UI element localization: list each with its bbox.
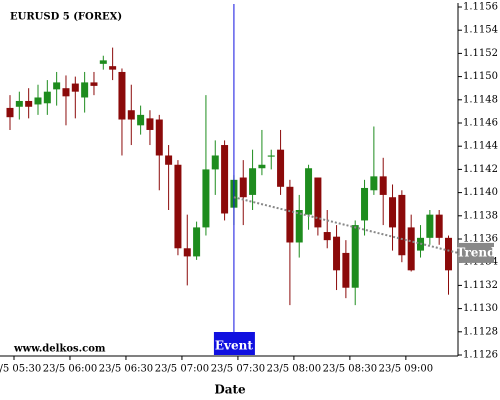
candle-body (118, 71, 126, 120)
trend-label: Trend (456, 245, 496, 259)
trend-line (233, 196, 459, 254)
candle-body (71, 83, 79, 92)
candle-body (81, 82, 89, 98)
y-tick-label: 1.1154 (463, 25, 498, 36)
candle-body (426, 214, 434, 238)
x-tick-label: 23/5 07:00 (155, 364, 209, 375)
candle-body (109, 66, 117, 70)
candle-body (435, 214, 443, 238)
candle-body (445, 237, 453, 271)
candle-body (398, 194, 406, 256)
watermark: www.delkos.com (13, 344, 106, 355)
candle-body (239, 177, 247, 198)
candle-body (146, 118, 154, 130)
candle-body (277, 149, 285, 187)
candle-body (267, 155, 275, 157)
candle-body (305, 168, 313, 215)
candle-body (15, 100, 23, 107)
candle-body (137, 114, 145, 126)
candle-body (370, 176, 378, 191)
y-tick-label: 1.1128 (463, 326, 498, 337)
candle-body (202, 169, 210, 228)
y-tick-label: 1.1136 (463, 234, 498, 245)
candle-body (165, 155, 173, 165)
candle-body (351, 225, 359, 288)
event-box (213, 332, 255, 355)
candle-body (90, 82, 98, 86)
candle-body (258, 164, 266, 169)
candle-body (25, 100, 33, 107)
y-tick-label: 1.1152 (463, 48, 498, 59)
candle-body (295, 210, 303, 243)
candle-body (211, 155, 219, 170)
y-tick-label: 1.1132 (463, 280, 498, 291)
y-tick-label: 1.1156 (463, 2, 498, 13)
candle-body (389, 197, 397, 228)
trend-box (458, 242, 494, 263)
x-tick-label: 23/5 06:00 (43, 364, 97, 375)
candle-body (342, 252, 350, 288)
candle-body (43, 91, 51, 104)
x-tick-label: 23/5 08:30 (323, 364, 377, 375)
y-tick-label: 1.1144 (463, 141, 498, 152)
candle-body (34, 97, 42, 105)
candle-body (127, 110, 135, 120)
y-tick-label: 1.1146 (463, 118, 498, 129)
chart-title: EURUSD 5 (FOREX) (10, 12, 122, 23)
y-tick-label: 1.1148 (463, 94, 498, 105)
candle-body (323, 232, 331, 241)
x-tick-label: 23/5 09:00 (379, 364, 433, 375)
x-tick-label: 23/5 08:00 (267, 364, 321, 375)
candle-body (314, 177, 322, 228)
x-tick-label: 23/5 05:30 (0, 364, 41, 375)
candle-body (53, 82, 61, 90)
candle-body (62, 88, 70, 97)
candle-body (333, 236, 341, 271)
y-tick-label: 1.1140 (463, 187, 498, 198)
y-tick-label: 1.1138 (463, 210, 498, 221)
candle-body (155, 119, 163, 156)
candle-body (379, 176, 387, 195)
candle-body (221, 145, 229, 214)
candle-body (183, 248, 191, 257)
x-axis-label: Date (214, 383, 246, 397)
y-tick-label: 1.1142 (463, 164, 498, 175)
candle-body (407, 227, 415, 271)
x-tick-label: 23/5 07:30 (211, 364, 265, 375)
candle-body (99, 60, 107, 64)
candle-body (249, 168, 257, 195)
x-tick-label: 23/5 06:30 (99, 364, 153, 375)
candle-body (6, 107, 14, 118)
candle-body (174, 164, 182, 249)
event-label: Event (215, 339, 253, 353)
y-tick-label: 1.1150 (463, 71, 498, 82)
candle-body (193, 227, 201, 257)
candle-body (361, 187, 369, 221)
candle-body (286, 186, 294, 243)
y-tick-label: 1.1126 (463, 350, 498, 361)
y-tick-label: 1.1130 (463, 303, 498, 314)
